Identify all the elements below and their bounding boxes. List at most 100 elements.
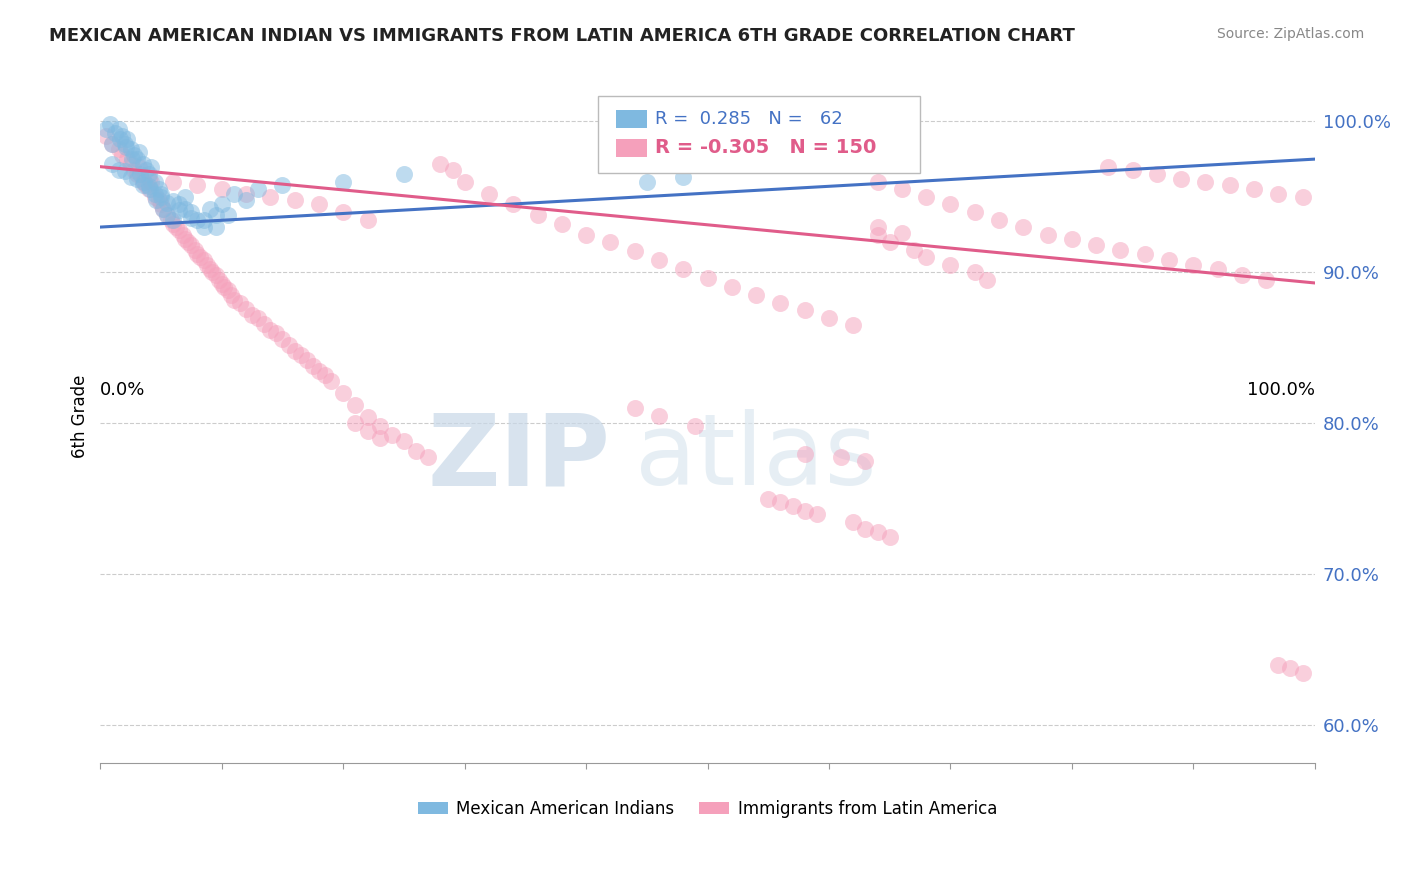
Point	[150, 190, 173, 204]
Point	[132, 175, 155, 189]
Point	[1097, 160, 1119, 174]
Point	[332, 205, 354, 219]
Text: R =  0.285   N =   62: R = 0.285 N = 62	[655, 110, 844, 128]
Point	[284, 343, 307, 358]
Point	[143, 190, 166, 204]
Point	[259, 323, 281, 337]
Point	[266, 326, 288, 340]
Point	[114, 164, 136, 178]
Point	[174, 190, 197, 204]
Point	[159, 212, 181, 227]
Point	[107, 142, 129, 156]
Point	[381, 428, 404, 442]
Point	[1121, 162, 1143, 177]
Point	[1060, 232, 1083, 246]
Point	[172, 227, 194, 242]
Point	[1157, 253, 1180, 268]
Point	[132, 175, 155, 189]
Bar	[616, 111, 647, 128]
Point	[1254, 273, 1277, 287]
Point	[1267, 186, 1289, 201]
Point	[212, 280, 235, 294]
Point	[152, 202, 174, 216]
Point	[247, 310, 270, 325]
Point	[879, 530, 901, 544]
Point	[124, 147, 146, 161]
Point	[685, 419, 707, 434]
Point	[195, 258, 218, 272]
Point	[193, 253, 215, 268]
Point	[169, 197, 191, 211]
Point	[221, 288, 243, 302]
Point	[696, 271, 718, 285]
Point	[756, 491, 779, 506]
Legend: Mexican American Indians, Immigrants from Latin America: Mexican American Indians, Immigrants fro…	[412, 793, 1004, 824]
Point	[1036, 227, 1059, 242]
Point	[162, 217, 184, 231]
Point	[1170, 171, 1192, 186]
Point	[169, 203, 191, 218]
Point	[502, 197, 524, 211]
Text: R = -0.305   N = 150: R = -0.305 N = 150	[655, 138, 877, 157]
Point	[247, 182, 270, 196]
Point	[120, 142, 142, 156]
Point	[806, 507, 828, 521]
Point	[575, 227, 598, 242]
Point	[818, 310, 841, 325]
Point	[141, 160, 163, 174]
Point	[793, 446, 815, 460]
Point	[156, 195, 179, 210]
Point	[174, 202, 197, 216]
Point	[186, 247, 208, 261]
Point	[939, 258, 962, 272]
Point	[138, 167, 160, 181]
Point	[1206, 262, 1229, 277]
Point	[180, 205, 202, 219]
Point	[125, 171, 148, 186]
Point	[132, 178, 155, 192]
Point	[193, 220, 215, 235]
Point	[125, 152, 148, 166]
Point	[115, 152, 138, 166]
Point	[198, 202, 221, 216]
Point	[648, 253, 671, 268]
Point	[551, 217, 574, 231]
Point	[769, 495, 792, 509]
Point	[114, 136, 136, 151]
Point	[138, 179, 160, 194]
Point	[177, 235, 200, 249]
Bar	[616, 139, 647, 157]
Point	[107, 122, 129, 136]
Point	[1146, 167, 1168, 181]
Y-axis label: 6th Grade: 6th Grade	[72, 374, 89, 458]
Point	[235, 193, 257, 207]
Point	[115, 140, 138, 154]
Point	[104, 127, 127, 141]
Point	[890, 182, 912, 196]
Point	[180, 211, 202, 225]
Point	[648, 409, 671, 423]
Point	[150, 186, 173, 201]
Point	[211, 182, 233, 196]
Point	[135, 178, 157, 192]
Point	[1267, 657, 1289, 672]
Point	[180, 238, 202, 252]
Point	[1109, 243, 1132, 257]
Point	[356, 424, 378, 438]
Point	[720, 280, 742, 294]
Text: MEXICAN AMERICAN INDIAN VS IMMIGRANTS FROM LATIN AMERICA 6TH GRADE CORRELATION C: MEXICAN AMERICAN INDIAN VS IMMIGRANTS FR…	[49, 27, 1076, 45]
Point	[853, 522, 876, 536]
Point	[124, 162, 146, 177]
Point	[271, 332, 294, 346]
Point	[98, 117, 121, 131]
Point	[186, 212, 208, 227]
Point	[344, 417, 367, 431]
Point	[623, 244, 645, 259]
Point	[204, 268, 226, 283]
Point	[976, 273, 998, 287]
Point	[121, 152, 143, 166]
Point	[96, 129, 118, 144]
Point	[769, 295, 792, 310]
Point	[165, 220, 187, 235]
Point	[204, 220, 226, 235]
